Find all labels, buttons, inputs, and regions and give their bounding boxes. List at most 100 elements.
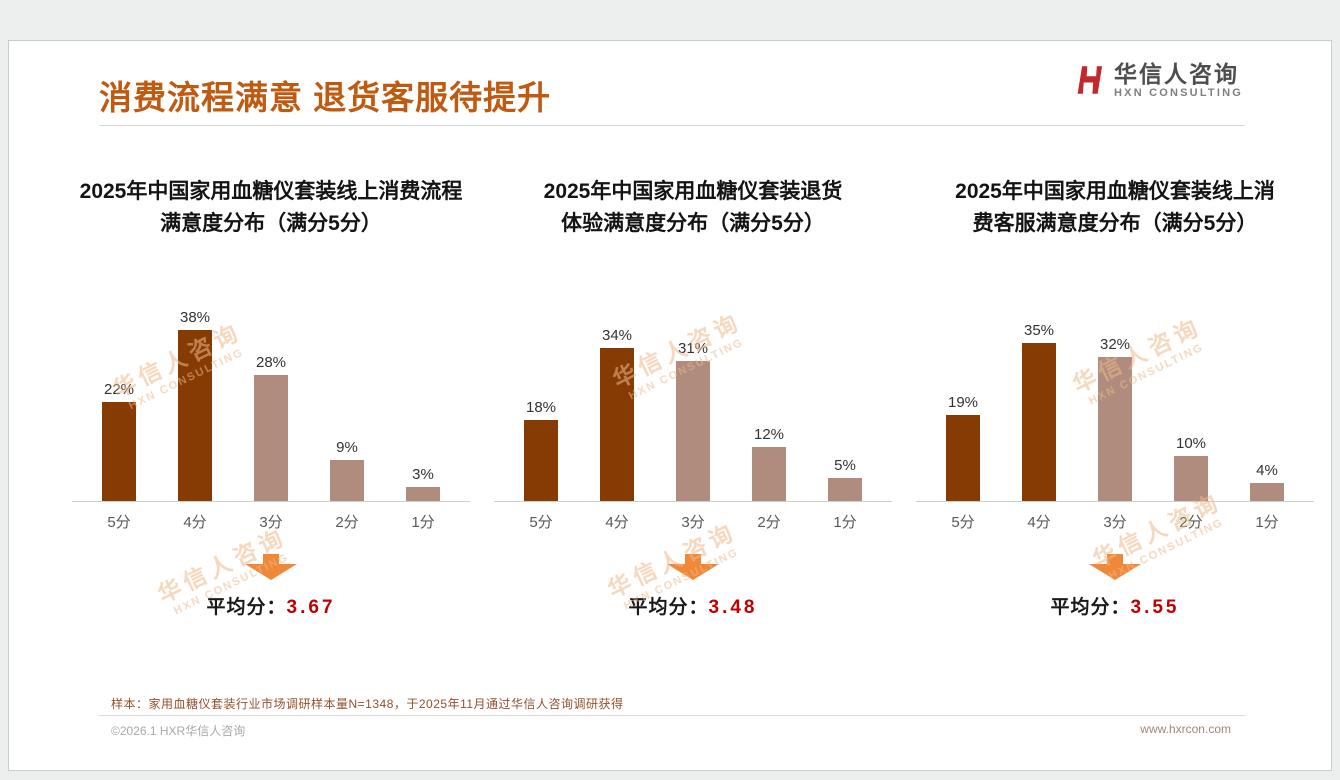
average-value: 3.67 [286,597,336,618]
bar-value-label: 32% [1099,336,1131,353]
bar [1022,343,1056,501]
category-label: 2分 [1179,514,1203,531]
chart-column: 2025年中国家用血糖仪套装线上消费流程 满意度分布（满分5分） 22% 38% 28… [61,176,481,619]
average-score: 平均分：3.55 [1051,592,1180,619]
bar-cell: 31% [662,340,724,501]
chart-title: 2025年中国家用血糖仪套装退货 体验满意度分布（满分5分） [543,180,843,235]
bar-cell: 28% [240,354,302,501]
average-score: 平均分：3.48 [629,592,758,619]
company-logo: 华信人咨询 HXN CONSULTING [1076,61,1243,99]
bar [676,361,710,501]
logo-h-icon [1076,63,1106,97]
bar-cell: 38% [164,309,226,501]
down-arrow-icon [239,554,303,580]
down-arrow-icon [661,554,725,580]
bar-cell: 3% [392,466,454,501]
bar-cell: 12% [738,426,800,501]
bar-value-label: 28% [255,354,287,371]
bar-value-label: 5% [834,457,856,474]
x-axis [916,501,1314,502]
bar-value-label: 38% [179,309,211,326]
bar [600,348,634,501]
bar [102,402,136,501]
report-slide: 消费流程满意 退货客服待提升 华信人咨询 HXN CONSULTING 2025… [8,40,1332,771]
bar [254,375,288,501]
copyright-text: ©2026.1 HXR华信人咨询 [111,724,246,738]
bar-value-label: 12% [753,426,785,443]
category-label: 3分 [259,514,283,531]
bar [1250,483,1284,501]
down-arrow-icon [1083,554,1147,580]
category-labels: 5分 4分 3分 2分 1分 [932,511,1298,532]
category-label: 5分 [951,514,975,531]
category-label: 3分 [681,514,705,531]
bar-value-label: 19% [947,394,979,411]
category-label: 2分 [335,514,359,531]
category-label: 2分 [757,514,781,531]
category-label: 3分 [1103,514,1127,531]
bar-cell: 19% [932,394,994,501]
average-label: 平均分： [206,597,287,618]
bar-value-label: 10% [1175,435,1207,452]
chart-column: 2025年中国家用血糖仪套装退货 体验满意度分布（满分5分） 18% 34% 31% 1… [483,176,903,619]
category-label: 4分 [605,514,629,531]
bar-value-label: 31% [677,340,709,357]
bar-cell: 5% [814,457,876,501]
average-score: 平均分：3.67 [207,592,336,619]
category-label: 1分 [833,514,857,531]
category-label: 5分 [107,514,131,531]
category-label: 1分 [1255,514,1279,531]
bar [946,415,980,501]
sample-footnote: 样本：家用血糖仪套装行业市场调研样本量N=1348，于2025年11月通过华信人… [111,697,624,711]
bar-value-label: 9% [336,439,358,456]
category-label: 5分 [529,514,553,531]
bar [828,478,862,501]
title-divider [99,125,1245,126]
charts-area: 2025年中国家用血糖仪套装线上消费流程 满意度分布（满分5分） 22% 38% 28… [9,176,1331,619]
bar [752,447,786,501]
logo-name: 华信人咨询 [1114,61,1240,87]
bar-cell: 22% [88,381,150,501]
page-title: 消费流程满意 退货客服待提升 [99,79,552,116]
bar [1174,456,1208,501]
x-axis [72,501,470,502]
bars-row: 22% 38% 28% 9% 3% [88,296,454,501]
chart-title: 2025年中国家用血糖仪套装线上消 费客服满意度分布（满分5分） [955,180,1275,235]
category-label: 4分 [1027,514,1051,531]
bar-cell: 9% [316,439,378,501]
bars-row: 18% 34% 31% 12% 5% [510,296,876,501]
bar-cell: 18% [510,399,572,501]
category-labels: 5分 4分 3分 2分 1分 [88,511,454,532]
bars-row: 19% 35% 32% 10% 4% [932,296,1298,501]
bar-cell: 10% [1160,435,1222,501]
logo-subtitle: HXN CONSULTING [1114,87,1243,100]
chart-column: 2025年中国家用血糖仪套装线上消 费客服满意度分布（满分5分） 19% 35% 32… [905,176,1325,619]
category-label: 1分 [411,514,435,531]
bar [330,460,364,501]
category-label: 4分 [183,514,207,531]
average-label: 平均分： [628,597,709,618]
bar [178,330,212,501]
category-labels: 5分 4分 3分 2分 1分 [510,511,876,532]
bar-value-label: 22% [103,381,135,398]
bar [1098,357,1132,501]
average-label: 平均分： [1050,597,1131,618]
footer-row: ©2026.1 HXR华信人咨询 www.hxrcon.com [111,722,1231,739]
bar-cell: 4% [1236,462,1298,501]
bar-value-label: 4% [1256,462,1278,479]
bar-value-label: 35% [1023,322,1055,339]
bar [406,487,440,501]
average-value: 3.48 [708,597,758,618]
footer-divider [99,715,1245,716]
bar-cell: 32% [1084,336,1146,501]
average-value: 3.55 [1130,597,1180,618]
x-axis [494,501,892,502]
website-text: www.hxrcon.com [1140,722,1231,736]
bar-value-label: 34% [601,327,633,344]
bar-cell: 34% [586,327,648,501]
bar-value-label: 3% [412,466,434,483]
chart-title: 2025年中国家用血糖仪套装线上消费流程 满意度分布（满分5分） [79,180,463,235]
bar-cell: 35% [1008,322,1070,501]
bar [524,420,558,501]
bar-value-label: 18% [525,399,557,416]
